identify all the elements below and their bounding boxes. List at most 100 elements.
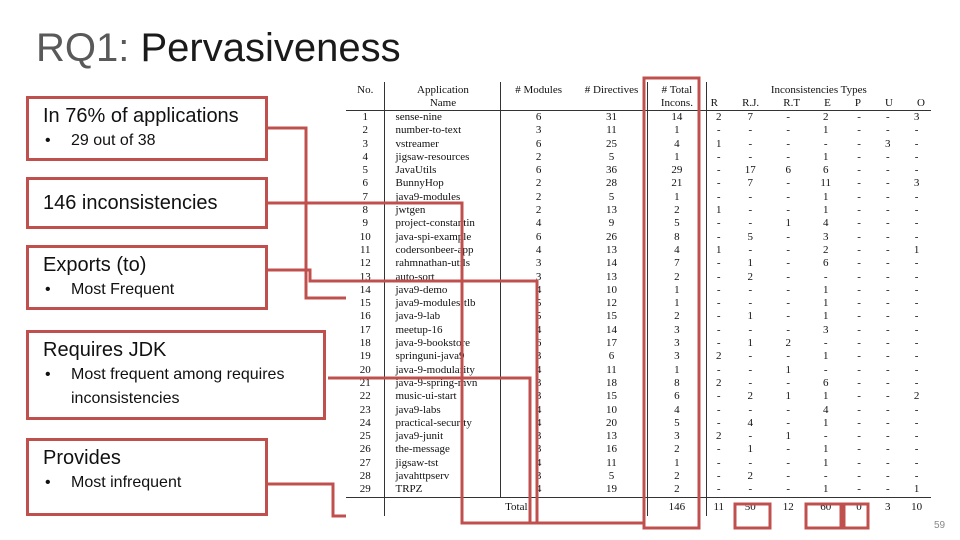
cell-total: 3 [647,350,707,364]
type-header: P [854,97,861,109]
cell-no: 23 [359,403,371,416]
cell-u: - [885,470,890,483]
cell-u: - [885,297,890,310]
table-row: 2 number-to-text 3 11 1- - -1- - - [346,124,931,138]
cell-total: 7 [647,257,707,271]
cell-r: - [705,230,731,244]
table-row: 3 vstreamer 6 25 4 1 - - - - 3 - [346,137,931,151]
cell-e: 1 [822,350,829,363]
cell-rj: 4 [747,416,754,429]
cell-o: - [914,124,919,137]
cell-no: 1 [362,111,368,123]
cell-total: 2 [647,204,707,218]
cell-u: - [885,443,890,456]
cell-r: - [705,150,731,165]
cell-o: - [914,150,919,163]
cell-o: - [914,363,919,376]
cell-rt: 6 [785,164,792,177]
cell-u: - [885,456,890,469]
cell-directives: 5 [608,150,615,163]
cell-no: 12 [359,257,371,270]
cell-total: 3 [647,430,707,444]
cell-p: - [857,350,861,363]
cell-total: 1 [647,150,707,165]
cell-o: - [914,230,919,243]
cell-e: 1 [822,416,829,429]
cell-name: java-spi-example [384,230,501,244]
table-row: 13 auto-sort 3 13 2-2- - - - - [346,270,931,284]
header-application: Application Name [384,82,501,111]
cell-e: 1 [822,443,829,456]
cell-no: 15 [359,297,371,310]
cell-no: 27 [359,456,371,469]
cell-modules: 3 [500,390,576,404]
cell-rj: - [748,363,753,376]
cell-o: - [914,190,919,203]
cell-rj: - [748,190,753,203]
cell-rt: - [786,310,791,323]
cell-directives: 11 [606,456,617,469]
table-row: 27 jigsaw-tst 4 11 1- - -1- - - [346,456,931,471]
cell-p: - [857,297,861,310]
cell-no: 3 [362,137,368,150]
cell-rj: 2 [747,470,754,483]
cell-rt: - [786,350,791,363]
cell-directives: 13 [606,430,618,443]
cell-e: 1 [822,297,829,310]
cell-r: 2 [705,110,731,125]
cell-o: 2 [913,390,920,403]
cell-name: music-ui-start [384,390,501,404]
cell-total: 4 [647,137,707,151]
cell-rt: - [786,257,791,270]
cell-rj: - [748,430,753,443]
cell-no: 18 [359,337,371,350]
cell-e: 6 [822,376,829,389]
cell-u: - [885,164,890,177]
cell-name: java9-modules [384,190,501,205]
cell-directives: 13 [606,204,618,217]
cell-modules: 4 [500,363,576,377]
cell-name: java-9-spring-mvn [384,376,501,391]
cell-modules: 2 [500,204,576,218]
cell-rj: 1 [747,337,754,350]
cell-rj: - [748,403,753,416]
cell-directives: 18 [606,376,618,389]
cell-name: java-9-bookstore [384,337,501,351]
cell-no: 28 [359,470,371,483]
cell-name: java9-junit [384,430,501,444]
callout-bullet: Most infrequent [43,471,265,495]
cell-p: - [857,137,861,150]
cell-name: jwtgen [384,204,501,218]
callout-bullet: Most frequent among requires inconsisten… [43,363,323,411]
callout-requires: Requires JDK Most frequent among require… [26,330,326,420]
callout-bullet: Most Frequent [43,278,265,302]
cell-e: 6 [822,257,829,270]
table-row: 12 rahmnathan-utils 3 14 7-1-6- - - [346,257,931,271]
cell-no: 29 [359,483,371,496]
callout-heading: Provides [43,447,121,469]
table-row: 20 java-9-modularity 4 11 1- -1- - - - [346,363,931,377]
table-row: 28 javahttpserv 3 5 2-2- - - - - [346,470,931,484]
cell-directives: 13 [606,270,618,283]
cell-p: - [857,323,861,336]
cell-p: - [857,164,861,177]
cell-p: - [857,363,861,376]
cell-p: - [857,204,861,217]
cell-total: 3 [647,337,707,351]
cell-modules: 5 [500,297,576,311]
callout-exports: Exports (to) Most Frequent [26,245,268,310]
cell-rt: - [786,204,791,217]
cell-u: - [885,177,890,190]
cell-modules: 6 [500,337,576,351]
cell-modules: 3 [500,257,576,271]
type-header: O [917,97,925,109]
cell-rj: - [748,323,753,336]
cell-p: - [857,390,861,403]
table-row: 10 java-spi-example 6 26 8-5-3- - - [346,230,931,244]
cell-name: java-9-modularity [384,363,501,377]
cell-modules: 4 [500,483,576,498]
cell-rj: - [748,376,753,389]
cell-name: sense-nine [384,110,501,125]
cell-total: 5 [647,217,707,231]
cell-directives: 10 [606,283,618,296]
